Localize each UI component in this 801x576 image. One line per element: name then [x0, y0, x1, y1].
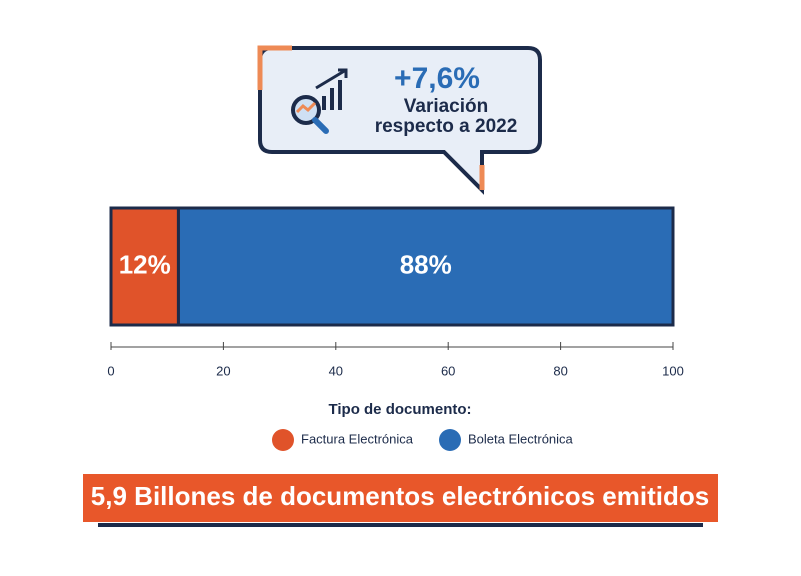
- legend-title: Tipo de documento:: [328, 401, 471, 418]
- x-tick-label: 100: [662, 363, 684, 378]
- footer-band: [83, 474, 718, 522]
- callout-value: +7,6%: [394, 62, 480, 95]
- legend-swatch: [439, 429, 461, 451]
- bar-segment: [176, 206, 675, 327]
- callout-icon: [291, 68, 348, 134]
- bar-segment: [109, 206, 180, 327]
- x-tick-label: 60: [441, 363, 455, 378]
- callout-accent: [257, 45, 292, 90]
- legend-label: Boleta Electrónica: [468, 431, 574, 446]
- legend-label: Factura Electrónica: [301, 431, 414, 446]
- x-tick-label: 40: [329, 363, 343, 378]
- callout-text: Variación: [404, 96, 489, 117]
- value-label: 88%: [400, 249, 452, 279]
- x-tick-label: 0: [107, 363, 114, 378]
- x-tick-label: 20: [216, 363, 230, 378]
- x-tick-label: 80: [553, 363, 567, 378]
- footer-text: 5,9 Billones de documentos electrónicos …: [91, 481, 709, 511]
- legend-swatch: [272, 429, 294, 451]
- value-label: 12%: [119, 249, 171, 279]
- callout-text: respecto a 2022: [375, 116, 518, 137]
